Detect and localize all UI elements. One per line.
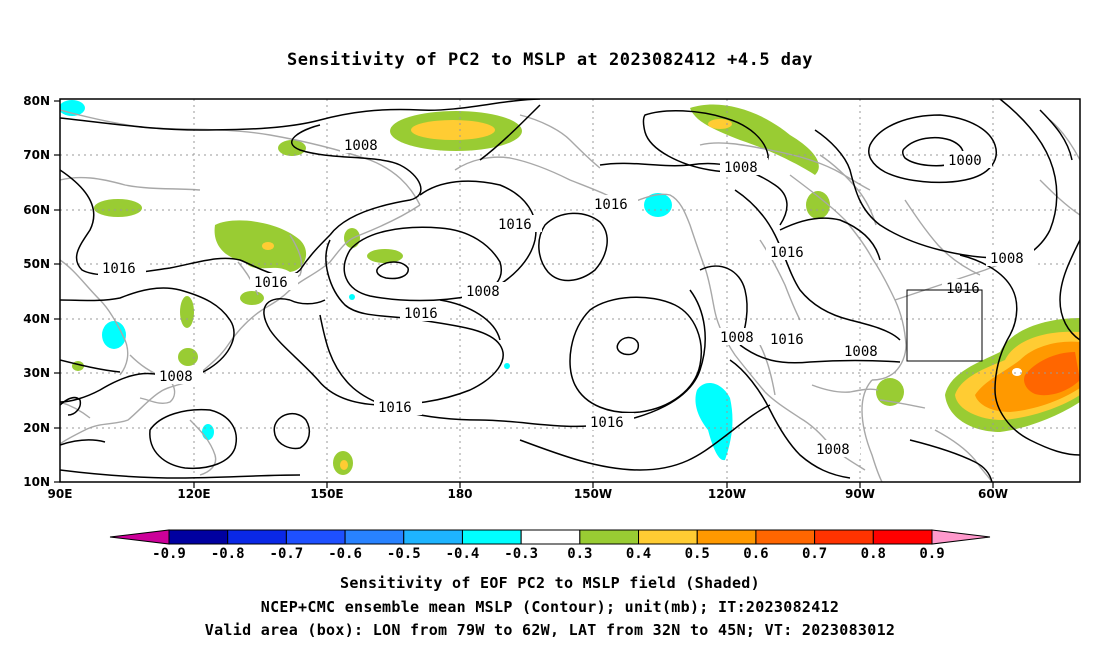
colorbar-box (873, 530, 932, 544)
contour-label: 1008 (724, 160, 758, 176)
colorbar-box (462, 530, 521, 544)
colorbar-box (639, 530, 698, 544)
shade-region (240, 291, 264, 305)
colorbar-label: -0.4 (446, 546, 480, 562)
lat-label: 10N (23, 475, 50, 489)
colorbar-label: 0.7 (802, 546, 827, 562)
contour-label: 1008 (466, 284, 500, 300)
contour-label: 1016 (254, 275, 288, 291)
colorbar-box (345, 530, 404, 544)
colorbar-right-arrow (932, 530, 990, 544)
colorbar-label: -0.9 (152, 546, 186, 562)
colorbar-box (521, 530, 580, 544)
colorbar-label: 0.8 (861, 546, 886, 562)
colorbar-label: 0.4 (626, 546, 651, 562)
lon-label: 60W (978, 487, 1008, 501)
shade-region (367, 249, 403, 263)
colorbar-box (580, 530, 639, 544)
colorbar-box (228, 530, 287, 544)
colorbar-label: 0.5 (685, 546, 710, 562)
colorbar-label: -0.5 (387, 546, 421, 562)
colorbar-label: 0.3 (567, 546, 592, 562)
lon-label: 150W (574, 487, 612, 501)
shade-region (349, 294, 355, 300)
colorbar-box (286, 530, 345, 544)
colorbar-label: 0.6 (743, 546, 768, 562)
shade-region (94, 199, 142, 217)
shade-region (1012, 368, 1022, 376)
contour-label: 1008 (159, 369, 193, 385)
contour-label: 1016 (594, 197, 628, 213)
lon-label: 90E (48, 487, 73, 501)
contour-label: 1016 (404, 306, 438, 322)
colorbar-box (756, 530, 815, 544)
contour-label: 1016 (590, 415, 624, 431)
contour-label: 1016 (946, 281, 980, 297)
shade-region (806, 191, 830, 219)
shade-region (262, 242, 274, 250)
shade-region (178, 348, 198, 366)
colorbar-label: -0.7 (270, 546, 304, 562)
shade-region (504, 363, 510, 369)
contour-label: 1016 (378, 400, 412, 416)
lat-label: 20N (23, 421, 50, 435)
colorbar-box (169, 530, 228, 544)
lat-label: 40N (23, 312, 50, 326)
contour-label: 1008 (344, 138, 378, 154)
caption-line-2: NCEP+CMC ensemble mean MSLP (Contour); u… (0, 598, 1100, 616)
colorbar-box (404, 530, 463, 544)
colorbar-label: -0.8 (211, 546, 245, 562)
lat-label: 80N (23, 94, 50, 108)
contour-label: 1008 (990, 251, 1024, 267)
lat-label: 60N (23, 203, 50, 217)
colorbar-box (697, 530, 756, 544)
contour-label: 1008 (720, 330, 754, 346)
contour-label: 1008 (844, 344, 878, 360)
colorbar-left-arrow (110, 530, 169, 544)
lon-label: 120E (177, 487, 210, 501)
lat-label: 50N (23, 257, 50, 271)
longitude-labels: 90E 120E 150E 180 150W 120W 90W 60W (48, 487, 1008, 501)
shade-region (180, 296, 194, 328)
contour-label: 1000 (948, 153, 982, 169)
shade-region (411, 120, 495, 140)
shade-region (202, 424, 214, 440)
colorbar-label: -0.3 (504, 546, 538, 562)
contour-label: 1016 (770, 332, 804, 348)
lon-label: 90W (845, 487, 875, 501)
lat-label: 30N (23, 366, 50, 380)
caption-line-3: Valid area (box): LON from 79W to 62W, L… (0, 621, 1100, 639)
contour-label: 1008 (816, 442, 850, 458)
shade-region (340, 460, 348, 470)
lon-label: 150E (310, 487, 343, 501)
contour-label: 1016 (770, 245, 804, 261)
lon-label: 180 (447, 487, 472, 501)
contour-label: 1016 (498, 217, 532, 233)
lon-label: 120W (708, 487, 746, 501)
lat-label: 70N (23, 148, 50, 162)
colorbar-label: -0.6 (328, 546, 362, 562)
contour-label: 1016 (102, 261, 136, 277)
colorbar-label: 0.9 (919, 546, 944, 562)
colorbar-box (815, 530, 874, 544)
shade-region (708, 119, 732, 129)
latitude-labels: 80N 70N 60N 50N 40N 30N 20N 10N (23, 94, 50, 489)
caption-line-1: Sensitivity of EOF PC2 to MSLP field (Sh… (0, 574, 1100, 592)
colorbar: -0.9 -0.8 -0.7 -0.6 -0.5 -0.4 -0.3 0.3 0.4 0.5 0.6… (110, 530, 990, 562)
